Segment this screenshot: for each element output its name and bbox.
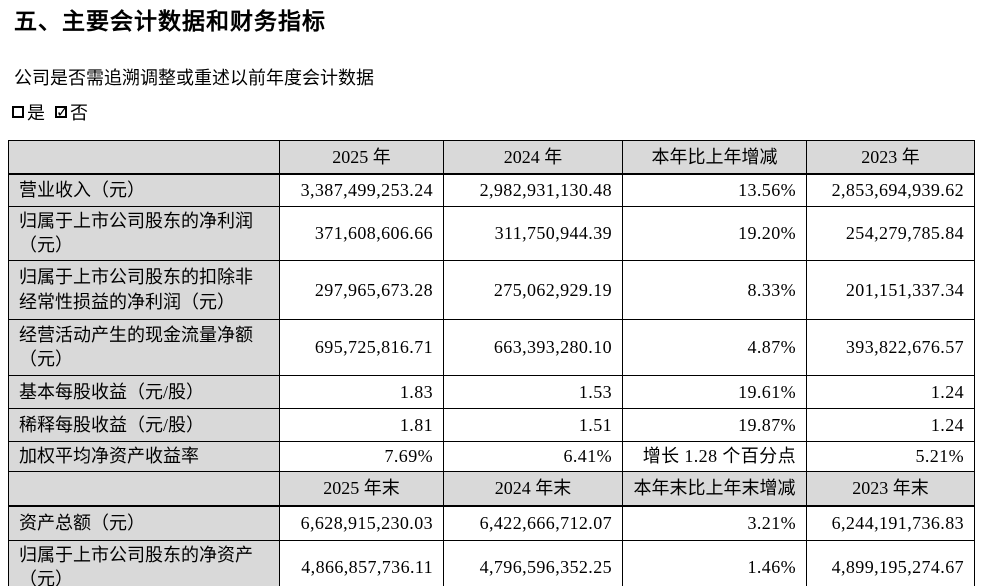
checkbox-yes-label: 是 bbox=[27, 103, 45, 124]
value-cell: 4,866,857,736.11 bbox=[279, 539, 444, 586]
header-cell-2024: 2024 年 bbox=[443, 140, 623, 175]
row-label-cell: 归属于上市公司股东的净资产（元） bbox=[8, 539, 280, 586]
value-cell: 275,062,929.19 bbox=[443, 259, 623, 320]
header-cell-end-yoy-change: 本年末比上年末增减 bbox=[622, 470, 807, 508]
value-cell: 19.87% bbox=[622, 407, 807, 442]
value-cell: 254,279,785.84 bbox=[806, 206, 975, 261]
row-label-cell: 基本每股收益（元/股） bbox=[8, 374, 280, 409]
value-cell: 2,853,694,939.62 bbox=[806, 173, 975, 208]
header-cell-2025-end: 2025 年末 bbox=[279, 470, 444, 508]
value-cell: 4,796,596,352.25 bbox=[443, 539, 623, 586]
value-cell: 1.24 bbox=[806, 407, 975, 442]
table-row-net-profit: 归属于上市公司股东的净利润（元） 371,608,606.66 311,750,… bbox=[8, 206, 975, 261]
restatement-question: 公司是否需追溯调整或重述以前年度会计数据 bbox=[14, 67, 374, 88]
row-label-cell: 稀释每股收益（元/股） bbox=[8, 407, 280, 442]
header-cell-yoy-change: 本年比上年增减 bbox=[622, 140, 807, 175]
row-label-cell: 资产总额（元） bbox=[8, 505, 280, 541]
table-row-diluted-eps: 稀释每股收益（元/股） 1.81 1.51 19.87% 1.24 bbox=[8, 407, 975, 442]
value-cell: 1.51 bbox=[443, 407, 623, 442]
restatement-checkbox-row: 是 否 bbox=[12, 99, 974, 125]
value-cell: 1.46% bbox=[622, 539, 807, 586]
value-cell: 19.61% bbox=[622, 374, 807, 409]
value-cell: 13.56% bbox=[622, 173, 807, 208]
table-row-weighted-avg-roe: 加权平均净资产收益率 7.69% 6.41% 增长 1.28 个百分点 5.21… bbox=[8, 440, 975, 472]
checkbox-no[interactable]: 否 bbox=[55, 99, 88, 125]
header-cell-2024-end: 2024 年末 bbox=[443, 470, 623, 508]
header-cell-2023-end: 2023 年末 bbox=[806, 470, 975, 508]
header-empty-cell bbox=[8, 470, 280, 508]
value-cell: 6,628,915,230.03 bbox=[279, 505, 444, 541]
value-cell: 8.33% bbox=[622, 259, 807, 320]
value-cell: 695,725,816.71 bbox=[279, 318, 444, 376]
value-cell: 311,750,944.39 bbox=[443, 206, 623, 261]
value-cell: 201,151,337.34 bbox=[806, 259, 975, 320]
value-cell: 5.21% bbox=[806, 440, 975, 472]
table-header-row-period-end: 2025 年末 2024 年末 本年末比上年末增减 2023 年末 bbox=[8, 470, 975, 508]
value-cell: 297,965,673.28 bbox=[279, 259, 444, 320]
row-label-cell: 营业收入（元） bbox=[8, 173, 280, 208]
value-cell: 371,608,606.66 bbox=[279, 206, 444, 261]
section-title: 五、主要会计数据和财务指标 bbox=[14, 9, 326, 34]
table-row-basic-eps: 基本每股收益（元/股） 1.83 1.53 19.61% 1.24 bbox=[8, 374, 975, 409]
checkbox-yes[interactable]: 是 bbox=[12, 99, 45, 125]
table-row-net-assets: 归属于上市公司股东的净资产（元） 4,866,857,736.11 4,796,… bbox=[8, 539, 975, 586]
value-cell: 增长 1.28 个百分点 bbox=[622, 440, 807, 472]
row-label-cell: 归属于上市公司股东的扣除非经常性损益的净利润（元） bbox=[8, 259, 280, 320]
value-cell: 393,822,676.57 bbox=[806, 318, 975, 376]
value-cell: 7.69% bbox=[279, 440, 444, 472]
row-label-cell: 归属于上市公司股东的净利润（元） bbox=[8, 206, 280, 261]
value-cell: 1.53 bbox=[443, 374, 623, 409]
value-cell: 6,422,666,712.07 bbox=[443, 505, 623, 541]
value-cell: 3.21% bbox=[622, 505, 807, 541]
header-empty-cell bbox=[8, 140, 280, 175]
value-cell: 6,244,191,736.83 bbox=[806, 505, 975, 541]
value-cell: 1.83 bbox=[279, 374, 444, 409]
row-label-cell: 加权平均净资产收益率 bbox=[8, 440, 280, 472]
header-cell-2025: 2025 年 bbox=[279, 140, 444, 175]
checkbox-no-box-icon[interactable] bbox=[55, 103, 69, 121]
value-cell: 6.41% bbox=[443, 440, 623, 472]
value-cell: 19.20% bbox=[622, 206, 807, 261]
value-cell: 1.24 bbox=[806, 374, 975, 409]
table-row-net-profit-excl-nonrecurring: 归属于上市公司股东的扣除非经常性损益的净利润（元） 297,965,673.28… bbox=[8, 259, 975, 320]
table-row-operating-cash-flow: 经营活动产生的现金流量净额（元） 695,725,816.71 663,393,… bbox=[8, 318, 975, 376]
row-label-cell: 经营活动产生的现金流量净额（元） bbox=[8, 318, 280, 376]
value-cell: 4.87% bbox=[622, 318, 807, 376]
checkbox-no-label: 否 bbox=[70, 103, 88, 124]
value-cell: 4,899,195,274.67 bbox=[806, 539, 975, 586]
value-cell: 2,982,931,130.48 bbox=[443, 173, 623, 208]
table-row-revenue: 营业收入（元） 3,387,499,253.24 2,982,931,130.4… bbox=[8, 173, 975, 208]
table-header-row-annual: 2025 年 2024 年 本年比上年增减 2023 年 bbox=[8, 140, 975, 175]
header-cell-2023: 2023 年 bbox=[806, 140, 975, 175]
table-row-total-assets: 资产总额（元） 6,628,915,230.03 6,422,666,712.0… bbox=[8, 505, 975, 541]
value-cell: 3,387,499,253.24 bbox=[279, 173, 444, 208]
checkbox-yes-box-icon[interactable] bbox=[12, 106, 24, 119]
financial-indicators-table: 2025 年 2024 年 本年比上年增减 2023 年 营业收入（元） 3,3… bbox=[8, 140, 975, 586]
value-cell: 663,393,280.10 bbox=[443, 318, 623, 376]
value-cell: 1.81 bbox=[279, 407, 444, 442]
